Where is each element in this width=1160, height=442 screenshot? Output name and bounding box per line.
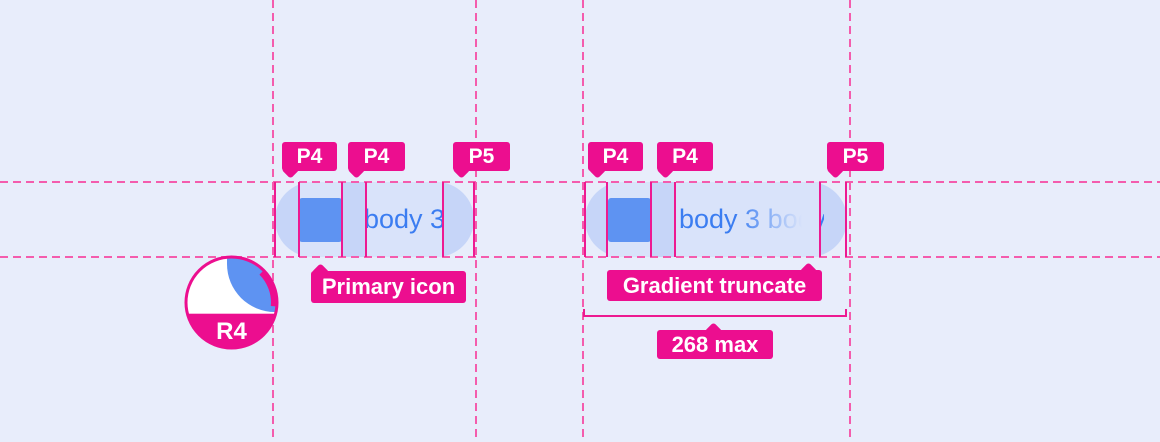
chip2-caption-text: Gradient truncate xyxy=(622,272,807,298)
chip2-measure-line-left-edge xyxy=(584,182,586,257)
chip1-measure-line-left-edge xyxy=(274,182,276,257)
chip1-measure-line-icon-right xyxy=(341,182,343,257)
vertical-guide-4 xyxy=(849,0,851,442)
max-width-label: 268 max xyxy=(657,322,773,359)
max-width-bracket xyxy=(583,309,847,317)
chip1-measure-line-icon-left xyxy=(298,182,300,257)
chip1-measure-line-right-edge xyxy=(473,182,475,257)
chip2-primary-icon xyxy=(608,198,651,242)
horizontal-guide-top xyxy=(0,181,1160,183)
chip1-measure-line-text-left xyxy=(365,182,367,257)
chip1-label: body 3 xyxy=(366,204,443,234)
chip2-padding-label-middle: P4 xyxy=(656,142,713,179)
chip1-padding-label-right-text: P5 xyxy=(468,144,495,168)
chip1-padding-label-right: P5 xyxy=(452,142,510,179)
chip2-measure-line-right-edge xyxy=(845,182,847,257)
chip2-measure-line-icon-right xyxy=(650,182,652,257)
chip1-caption: Primary icon xyxy=(311,263,466,303)
magnified-corner-shape xyxy=(227,258,276,312)
chip1-caption-text: Primary icon xyxy=(321,274,456,299)
chip1-padding-label-middle: P4 xyxy=(347,142,405,179)
chip1-measure-line-text-right xyxy=(442,182,444,257)
chip1-padding-label-left-text: P4 xyxy=(296,144,323,168)
chip2-padding-label-left: P4 xyxy=(588,142,643,179)
radius-label-text: R4 xyxy=(216,318,247,345)
chip1-padding-label-middle-text: P4 xyxy=(363,144,390,168)
chip2-measure-line-text-left xyxy=(674,182,676,257)
chip2-padding-label-middle-text: P4 xyxy=(672,144,698,168)
chip1-padding-label-left: P4 xyxy=(281,142,337,179)
chip2-padding-label-right: P5 xyxy=(826,142,884,179)
chip1-primary-icon xyxy=(299,198,342,242)
chip1-text-column-highlight xyxy=(366,182,443,257)
chip2-measure-line-icon-left xyxy=(606,182,608,257)
magnified-radius-line xyxy=(259,271,276,307)
horizontal-guide-bottom xyxy=(0,256,1160,258)
loupe-border xyxy=(184,255,279,350)
chip2-caption: Gradient truncate xyxy=(607,262,822,301)
chip2-measure-line-text-right xyxy=(819,182,821,257)
radius-loupe: R4 xyxy=(183,254,280,351)
chip2-padding-label-right-text: P5 xyxy=(842,144,869,168)
vertical-guide-2 xyxy=(475,0,477,442)
radius-loupe-graphic: R4 xyxy=(184,255,279,350)
vertical-guide-3 xyxy=(582,0,584,442)
vertical-guide-1 xyxy=(272,0,274,442)
chip2-truncate-gradient xyxy=(735,183,819,256)
chip2-padding-label-left-text: P4 xyxy=(602,144,629,168)
